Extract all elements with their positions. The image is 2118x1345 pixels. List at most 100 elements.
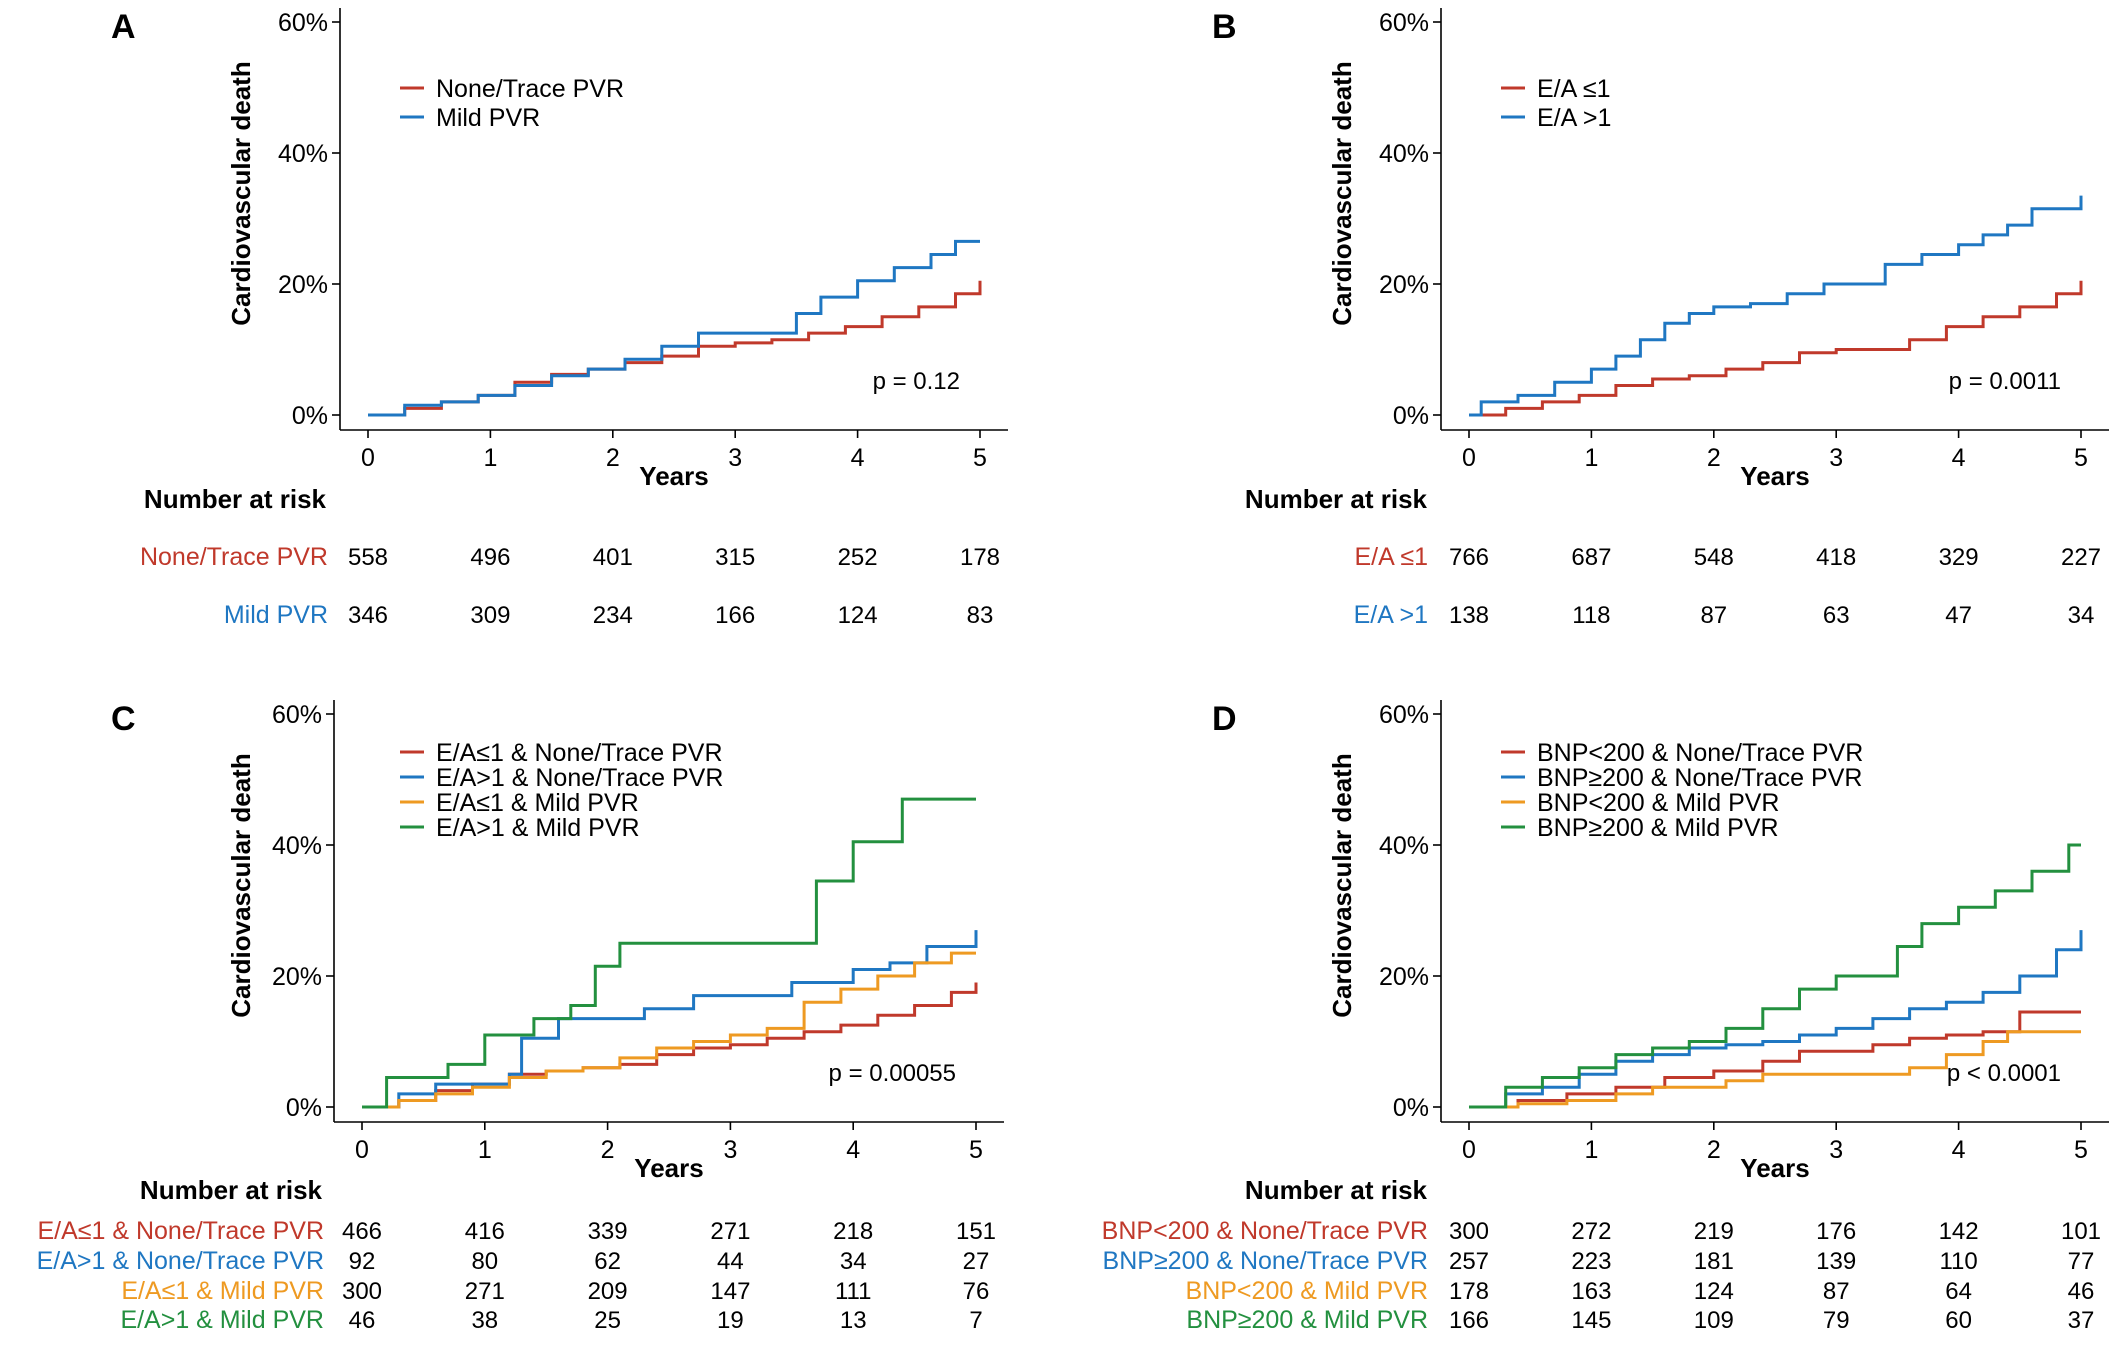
y-tick-label: 0% <box>292 402 328 430</box>
risk-row-label: E/A>1 & Mild PVR <box>120 1306 324 1334</box>
risk-count: 558 <box>348 544 388 571</box>
risk-count: 176 <box>1816 1218 1856 1245</box>
risk-count: 47 <box>1945 602 1972 629</box>
risk-row-label: E/A≤1 & Mild PVR <box>121 1277 324 1305</box>
series-line <box>1469 843 2081 1109</box>
risk-row-label: BNP<200 & None/Trace PVR <box>1102 1217 1428 1245</box>
p-value: p < 0.0001 <box>1947 1060 2061 1087</box>
risk-count: 271 <box>710 1218 750 1245</box>
y-tick-label: 20% <box>1379 271 1429 299</box>
risk-count: 315 <box>715 544 755 571</box>
y-tick-label: 0% <box>1393 1094 1429 1122</box>
risk-row-label: E/A ≤1 <box>1355 543 1429 571</box>
legend-label: E/A>1 & None/Trace PVR <box>436 764 723 792</box>
x-tick-label: 2 <box>1707 1136 1721 1164</box>
y-tick-label: 0% <box>1393 402 1429 430</box>
risk-row-label: None/Trace PVR <box>140 543 328 571</box>
risk-count: 178 <box>960 544 1000 571</box>
x-tick-label: 0 <box>355 1136 369 1164</box>
legend-label: E/A ≤1 <box>1537 75 1611 103</box>
risk-count: 209 <box>588 1278 628 1305</box>
panel-letter: B <box>1212 8 1237 46</box>
risk-count: 111 <box>835 1278 871 1305</box>
risk-count: 418 <box>1816 544 1856 571</box>
risk-count: 142 <box>1939 1218 1979 1245</box>
risk-count: 329 <box>1939 544 1979 571</box>
x-tick-label: 5 <box>2074 1136 2088 1164</box>
legend-label: E/A≤1 & Mild PVR <box>436 789 639 817</box>
risk-count: 151 <box>956 1218 996 1245</box>
x-axis-title: Years <box>634 1153 703 1183</box>
risk-count: 64 <box>1945 1278 1972 1305</box>
series-line <box>362 982 978 1109</box>
risk-count: 181 <box>1694 1248 1734 1275</box>
risk-count: 219 <box>1694 1218 1734 1245</box>
y-tick-label: 40% <box>278 140 328 168</box>
legend-label: E/A>1 & Mild PVR <box>436 814 640 842</box>
p-value: p = 0.00055 <box>829 1060 956 1087</box>
risk-count: 234 <box>593 602 633 629</box>
risk-count: 13 <box>840 1307 867 1334</box>
risk-count: 79 <box>1823 1307 1850 1334</box>
risk-count: 401 <box>593 544 633 571</box>
risk-count: 46 <box>349 1307 376 1334</box>
risk-count: 223 <box>1571 1248 1611 1275</box>
risk-count: 147 <box>710 1278 750 1305</box>
y-tick-label: 20% <box>278 271 328 299</box>
risk-count: 766 <box>1449 544 1489 571</box>
risk-table-title: Number at risk <box>140 1175 323 1205</box>
x-tick-label: 0 <box>1462 444 1476 472</box>
y-tick-label: 60% <box>272 701 322 729</box>
risk-count: 19 <box>717 1307 744 1334</box>
risk-count: 101 <box>2061 1218 2101 1245</box>
legend-label: E/A >1 <box>1537 104 1611 132</box>
legend-label: None/Trace PVR <box>436 75 624 103</box>
p-value: p = 0.12 <box>873 368 960 395</box>
series-line <box>362 930 978 1109</box>
risk-count: 138 <box>1449 602 1489 629</box>
x-tick-label: 3 <box>723 1136 737 1164</box>
series-line <box>1469 1030 2081 1109</box>
risk-count: 300 <box>342 1278 382 1305</box>
risk-count: 38 <box>471 1307 498 1334</box>
y-tick-label: 40% <box>1379 140 1429 168</box>
p-value: p = 0.0011 <box>1949 368 2061 395</box>
x-tick-label: 2 <box>601 1136 615 1164</box>
risk-count: 548 <box>1694 544 1734 571</box>
series-line <box>1469 195 2083 417</box>
y-axis-title: Cardiovascular death <box>1327 753 1357 1017</box>
risk-count: 77 <box>2068 1248 2095 1275</box>
legend-label: Mild PVR <box>436 104 540 132</box>
risk-count: 139 <box>1816 1248 1856 1275</box>
risk-count: 87 <box>1700 602 1727 629</box>
risk-count: 83 <box>967 602 994 629</box>
x-tick-label: 0 <box>361 444 375 472</box>
risk-count: 34 <box>840 1248 867 1275</box>
risk-count: 218 <box>833 1218 873 1245</box>
y-tick-label: 40% <box>1379 832 1429 860</box>
risk-count: 416 <box>465 1218 505 1245</box>
risk-row-label: E/A >1 <box>1354 601 1428 629</box>
risk-count: 44 <box>717 1248 744 1275</box>
risk-count: 466 <box>342 1218 382 1245</box>
panel-letter: A <box>111 8 136 46</box>
x-axis-title: Years <box>1740 1153 1809 1183</box>
risk-count: 227 <box>2061 544 2101 571</box>
risk-count: 252 <box>838 544 878 571</box>
risk-count: 496 <box>470 544 510 571</box>
risk-count: 166 <box>1449 1307 1489 1334</box>
x-tick-label: 4 <box>1952 1136 1966 1164</box>
x-axis-title: Years <box>1740 461 1809 491</box>
y-tick-label: 0% <box>286 1094 322 1122</box>
legend-label: BNP<200 & None/Trace PVR <box>1537 739 1863 767</box>
risk-count: 271 <box>465 1278 505 1305</box>
panel-letter: C <box>111 700 136 738</box>
risk-count: 46 <box>2068 1278 2095 1305</box>
y-tick-label: 60% <box>1379 9 1429 37</box>
x-tick-label: 1 <box>1584 1136 1598 1164</box>
x-tick-label: 3 <box>728 444 742 472</box>
legend-label: BNP≥200 & None/Trace PVR <box>1537 764 1862 792</box>
risk-count: 80 <box>471 1248 498 1275</box>
y-axis-title: Cardiovascular death <box>1327 61 1357 325</box>
